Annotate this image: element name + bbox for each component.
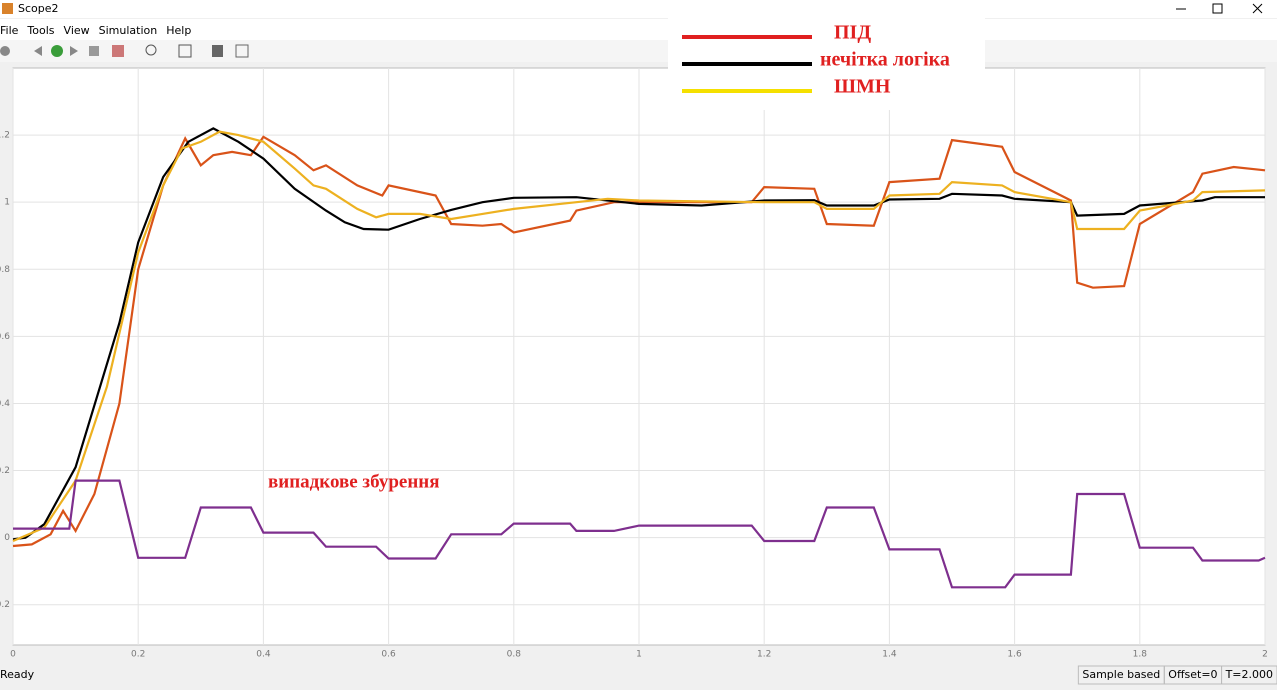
legend-box: [668, 10, 985, 110]
title-bar: [0, 0, 1277, 18]
y-tick-label: 0.4: [0, 399, 10, 409]
x-tick-label: 1.8: [1133, 650, 1148, 660]
triggers-button[interactable]: [212, 45, 223, 57]
window-title: Scope2: [18, 2, 59, 15]
y-tick-label: -0.2: [0, 600, 10, 610]
step-forward[interactable]: [70, 46, 78, 56]
highlight-button[interactable]: [112, 45, 124, 57]
zoom-button[interactable]: [145, 44, 157, 56]
series-line: [12, 130, 1266, 543]
menu-item[interactable]: View: [64, 24, 90, 37]
annotation: випадкове збурення: [268, 471, 440, 492]
x-tick-label: 1: [636, 650, 642, 660]
x-tick-label: 0.2: [131, 650, 145, 660]
y-tick-label: 0.2: [0, 466, 10, 476]
y-tick-label: 0: [4, 533, 10, 543]
maximize[interactable]: [1212, 3, 1223, 14]
x-tick-label: 1.2: [757, 650, 771, 660]
legend-label: ШМН: [834, 76, 891, 98]
status-bar: [0, 665, 1277, 686]
toolbar-icons: [0, 44, 249, 58]
y-tick-label: 1.2: [0, 131, 10, 141]
y-tick-label: 1: [4, 198, 10, 208]
toolbar: [0, 40, 1277, 62]
autoscale-button[interactable]: [178, 44, 192, 58]
x-tick-label: 2: [1262, 650, 1268, 660]
status-cell: [1077, 665, 1165, 685]
measure-button[interactable]: [235, 44, 249, 58]
legend-label: нечітка логіка: [820, 49, 950, 71]
menu-item[interactable]: File: [0, 24, 19, 37]
run-button[interactable]: [51, 45, 63, 57]
menu-item[interactable]: Tools: [26, 24, 54, 37]
menu-item[interactable]: Simulation: [99, 24, 158, 37]
x-tick-label: 0.6: [381, 650, 396, 660]
x-tick-label: 0.4: [256, 650, 271, 660]
menu-item[interactable]: Help: [166, 24, 191, 37]
close[interactable]: [1252, 3, 1263, 14]
series-line: [12, 127, 1265, 541]
status-item: T=2.000: [1225, 668, 1273, 681]
x-tick-label: 0: [10, 650, 16, 660]
series-line: [13, 479, 1266, 589]
step-back[interactable]: [34, 46, 42, 56]
x-tick-label: 1.6: [1007, 650, 1022, 660]
stop-button[interactable]: [89, 46, 99, 56]
status-item: Offset=0: [1168, 668, 1217, 681]
status-item: Sample based: [1082, 668, 1160, 681]
settings-button[interactable]: [0, 46, 10, 56]
legend-label: ПІД: [834, 22, 871, 44]
menu-bar: [0, 19, 1277, 40]
x-tick-label: 0.8: [507, 650, 522, 660]
app-icon: [2, 3, 13, 14]
status-text: Ready: [0, 668, 35, 681]
y-tick-label: 0.6: [0, 332, 10, 342]
x-tick-label: 1.4: [882, 650, 897, 660]
y-tick-label: 0.8: [0, 265, 10, 275]
